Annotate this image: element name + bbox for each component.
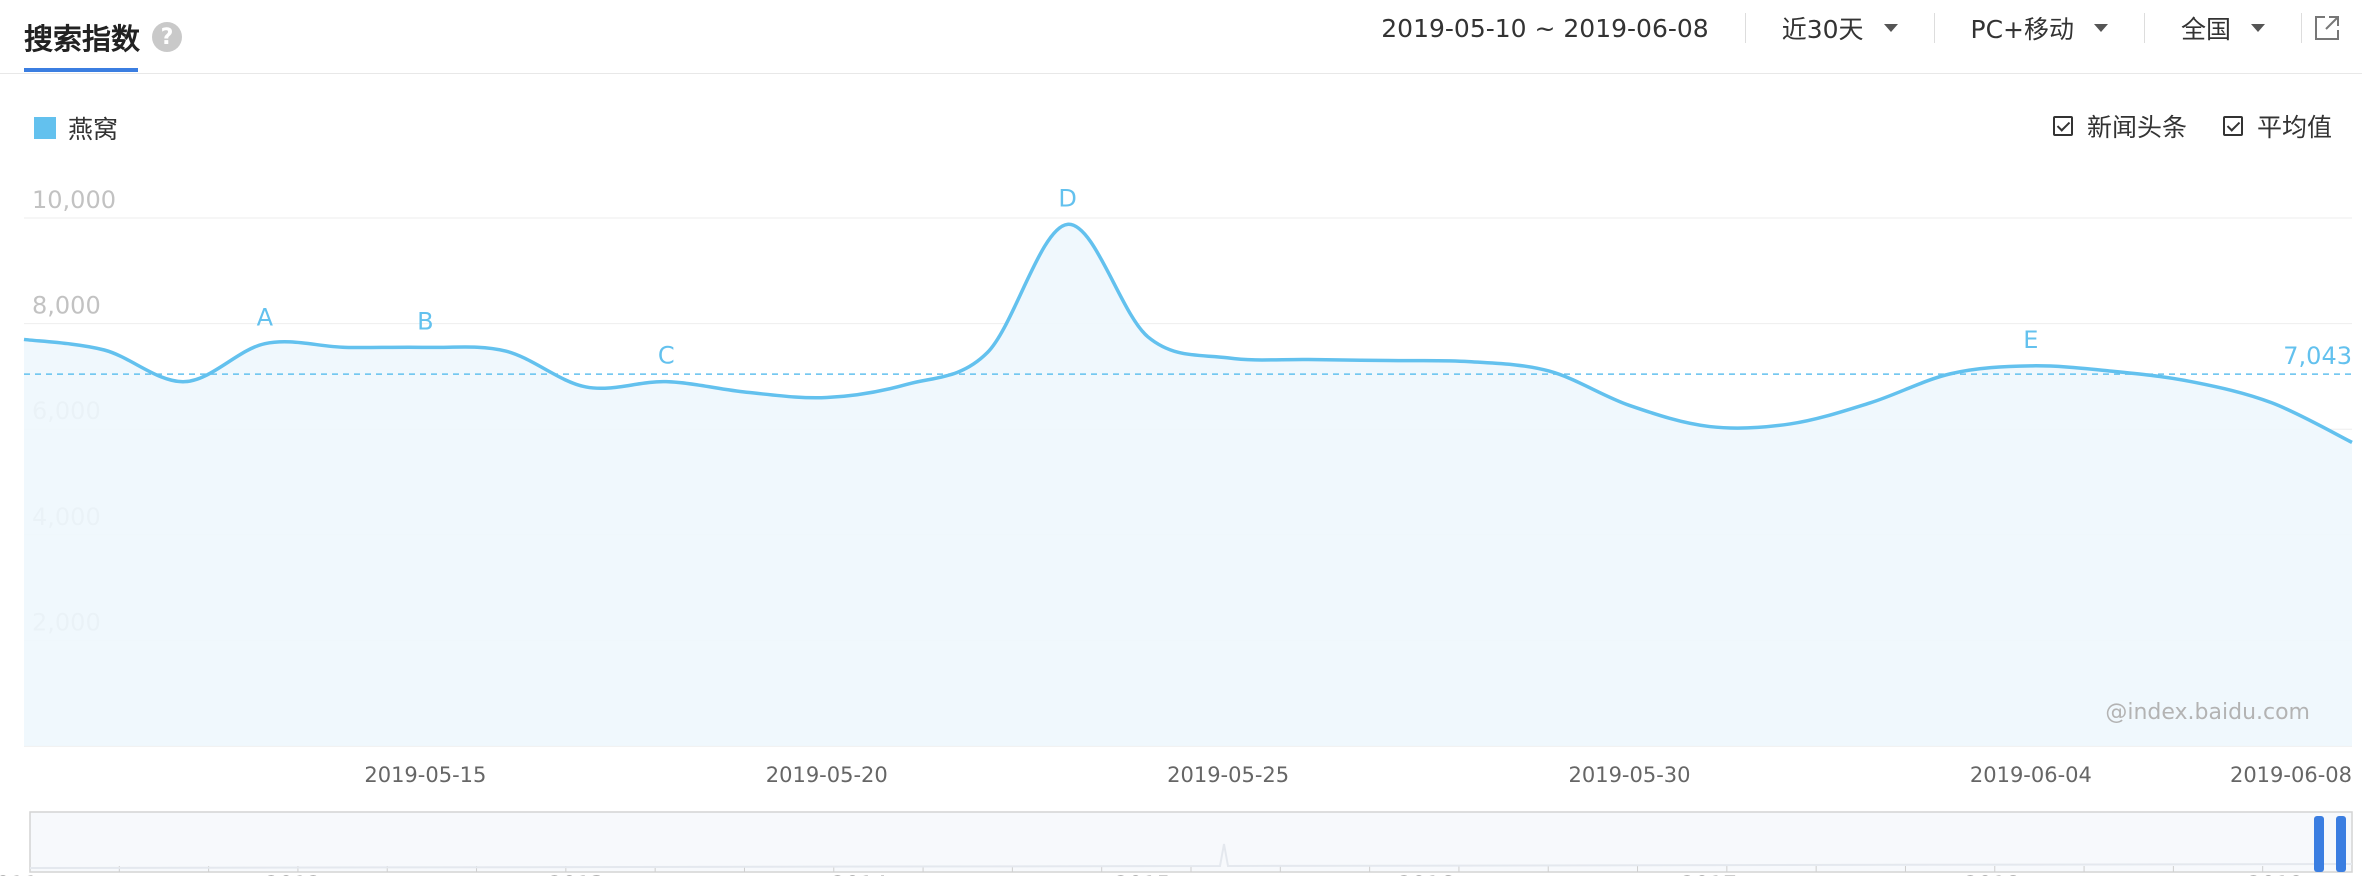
overview-year-label: 2016 (1398, 873, 1454, 876)
news-annotation-marker: D (1058, 184, 1076, 212)
period-dropdown[interactable]: 近30天 (1746, 13, 1935, 44)
average-toggle[interactable]: 平均值 (2222, 108, 2332, 144)
news-toggle[interactable]: 新闻头条 (2052, 108, 2187, 144)
chevron-down-icon (1883, 24, 1898, 32)
y-tick-label: 10,000 (32, 186, 116, 214)
date-range-text: 2019-05-10 ~ 2019-06-08 (1381, 13, 1709, 43)
y-tick-label: 8,000 (32, 292, 101, 320)
overview-year-label: 2011 (0, 873, 38, 876)
legend-label: 燕窝 (68, 115, 119, 144)
legend-swatch (34, 117, 56, 139)
overview-year-label: 2017 (1681, 873, 1737, 876)
page-title: 搜索指数 (24, 22, 141, 56)
range-handle-left[interactable] (2314, 816, 2324, 872)
active-tab-indicator (24, 68, 138, 72)
overview-year-label: 2015 (1115, 873, 1171, 876)
news-annotation-marker: E (2023, 326, 2038, 354)
average-label: 7,043 (2283, 342, 2352, 370)
series-area (24, 224, 2352, 746)
overview-year-label: 2013 (548, 873, 604, 876)
chevron-down-icon (2093, 24, 2108, 32)
device-label: PC+移动 (1970, 15, 2074, 44)
overview-year-label: 2018 (1964, 873, 2020, 876)
overview-sparkline (29, 843, 2353, 869)
date-range-picker[interactable]: 2019-05-10 ~ 2019-06-08 (1381, 13, 1746, 43)
chart-legend[interactable]: 燕窝 (34, 110, 118, 146)
news-annotation-marker: B (417, 307, 433, 335)
news-checkbox-icon[interactable] (2052, 116, 2073, 136)
chart-options: 新闻头条 平均值 (2052, 108, 2332, 144)
range-handle-right[interactable] (2336, 816, 2346, 872)
x-tick-label: 2019-05-15 (364, 763, 486, 787)
region-dropdown[interactable]: 全国 (2145, 13, 2302, 44)
overview-track (29, 811, 2353, 873)
chart-header: 搜索指数 ? 2019-05-10 ~ 2019-06-08 近30天 PC+移… (0, 0, 2362, 74)
period-label: 近30天 (1781, 15, 1864, 44)
region-label: 全国 (2180, 15, 2231, 44)
filter-controls: 2019-05-10 ~ 2019-06-08 近30天 PC+移动 全国 (1381, 0, 2362, 56)
x-tick-label: 2019-06-04 (1970, 763, 2092, 787)
news-annotation-marker: C (658, 342, 675, 370)
x-tick-label: 2019-06-08 (2230, 763, 2352, 787)
help-icon[interactable]: ? (152, 22, 183, 52)
average-checkbox-icon[interactable] (2222, 116, 2243, 136)
share-icon[interactable] (2302, 8, 2352, 48)
x-tick-label: 2019-05-30 (1568, 763, 1690, 787)
overview-year-label: 2012 (265, 873, 321, 876)
overview-year-label: 2014 (832, 873, 888, 876)
overview-year-label: 2019 (2247, 873, 2303, 876)
news-toggle-label: 新闻头条 (2086, 113, 2187, 142)
device-dropdown[interactable]: PC+移动 (1935, 13, 2145, 44)
average-toggle-label: 平均值 (2256, 113, 2332, 142)
watermark: @index.baidu.com (2105, 700, 2310, 725)
x-tick-label: 2019-05-25 (1167, 763, 1289, 787)
news-annotation-marker: A (257, 304, 274, 332)
title-group: 搜索指数 ? (24, 8, 183, 66)
chevron-down-icon (2251, 24, 2265, 32)
x-tick-label: 2019-05-20 (766, 763, 888, 787)
